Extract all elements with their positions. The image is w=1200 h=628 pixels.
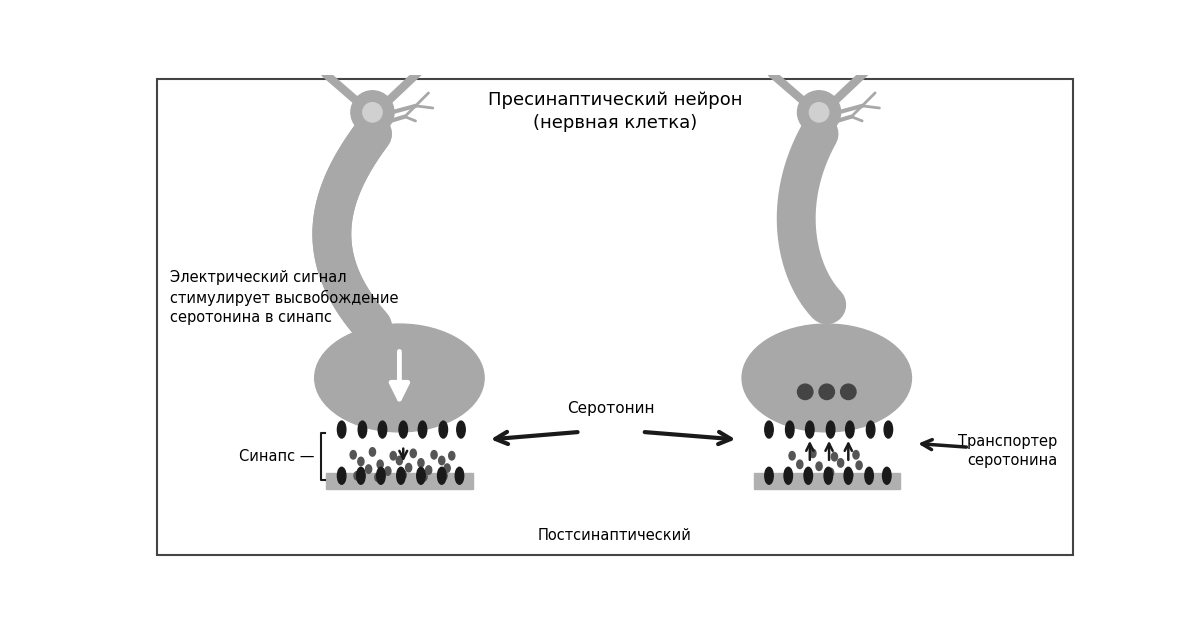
Ellipse shape [838, 458, 844, 467]
Ellipse shape [390, 452, 396, 460]
Circle shape [798, 384, 812, 399]
Ellipse shape [421, 472, 427, 481]
Ellipse shape [378, 421, 386, 438]
Ellipse shape [832, 452, 838, 461]
Bar [326, 474, 473, 489]
Ellipse shape [314, 324, 484, 432]
Ellipse shape [824, 467, 833, 484]
Ellipse shape [358, 457, 364, 466]
Ellipse shape [882, 467, 892, 484]
Text: Электрический сигнал
стимулирует высвобождение
серотонина в синапс: Электрический сигнал стимулирует высвобо… [170, 270, 398, 325]
Circle shape [820, 384, 834, 399]
Ellipse shape [418, 458, 424, 467]
Ellipse shape [438, 467, 446, 484]
Text: Синапс —: Синапс — [239, 449, 314, 464]
Ellipse shape [400, 421, 408, 438]
Ellipse shape [847, 470, 853, 479]
Ellipse shape [406, 463, 412, 472]
Ellipse shape [377, 467, 385, 484]
Ellipse shape [397, 467, 406, 484]
Ellipse shape [370, 448, 376, 456]
Ellipse shape [797, 460, 803, 468]
Ellipse shape [350, 450, 356, 459]
Ellipse shape [457, 421, 466, 438]
Ellipse shape [439, 421, 448, 438]
Ellipse shape [400, 470, 407, 479]
Ellipse shape [366, 465, 372, 474]
Ellipse shape [856, 461, 862, 470]
Ellipse shape [356, 467, 365, 484]
Ellipse shape [419, 421, 427, 438]
Circle shape [798, 91, 841, 134]
Ellipse shape [410, 449, 416, 458]
Ellipse shape [884, 421, 893, 438]
Text: Серотонин: Серотонин [568, 401, 655, 416]
Text: Постсинаптический: Постсинаптический [538, 528, 692, 543]
Ellipse shape [377, 460, 383, 468]
Ellipse shape [354, 472, 360, 480]
Ellipse shape [827, 421, 835, 438]
Ellipse shape [805, 421, 814, 438]
Ellipse shape [359, 421, 367, 438]
Ellipse shape [828, 468, 834, 477]
Ellipse shape [337, 467, 346, 484]
Ellipse shape [374, 473, 380, 482]
Ellipse shape [742, 324, 912, 432]
Ellipse shape [804, 467, 812, 484]
Circle shape [350, 91, 394, 134]
Ellipse shape [764, 467, 773, 484]
Ellipse shape [865, 467, 874, 484]
Ellipse shape [866, 421, 875, 438]
Ellipse shape [784, 467, 792, 484]
Ellipse shape [385, 467, 391, 475]
Ellipse shape [790, 452, 796, 460]
Ellipse shape [786, 421, 794, 438]
Ellipse shape [337, 421, 346, 438]
Circle shape [841, 384, 856, 399]
Ellipse shape [810, 449, 816, 458]
Ellipse shape [853, 450, 859, 459]
Text: Транспортер
серотонина: Транспортер серотонина [959, 435, 1057, 468]
Circle shape [362, 102, 382, 122]
Ellipse shape [816, 462, 822, 470]
Ellipse shape [449, 452, 455, 460]
Circle shape [809, 102, 829, 122]
Ellipse shape [764, 421, 773, 438]
Ellipse shape [804, 470, 810, 478]
Ellipse shape [844, 467, 852, 484]
Ellipse shape [444, 464, 450, 472]
Text: Пресинаптический нейрон
(нервная клетка): Пресинаптический нейрон (нервная клетка) [487, 91, 743, 133]
Ellipse shape [396, 457, 402, 465]
Ellipse shape [439, 457, 445, 465]
Bar [754, 474, 900, 489]
Ellipse shape [416, 467, 425, 484]
Ellipse shape [431, 450, 437, 459]
Ellipse shape [426, 466, 432, 474]
Ellipse shape [440, 472, 448, 480]
Ellipse shape [455, 467, 463, 484]
Ellipse shape [846, 421, 854, 438]
